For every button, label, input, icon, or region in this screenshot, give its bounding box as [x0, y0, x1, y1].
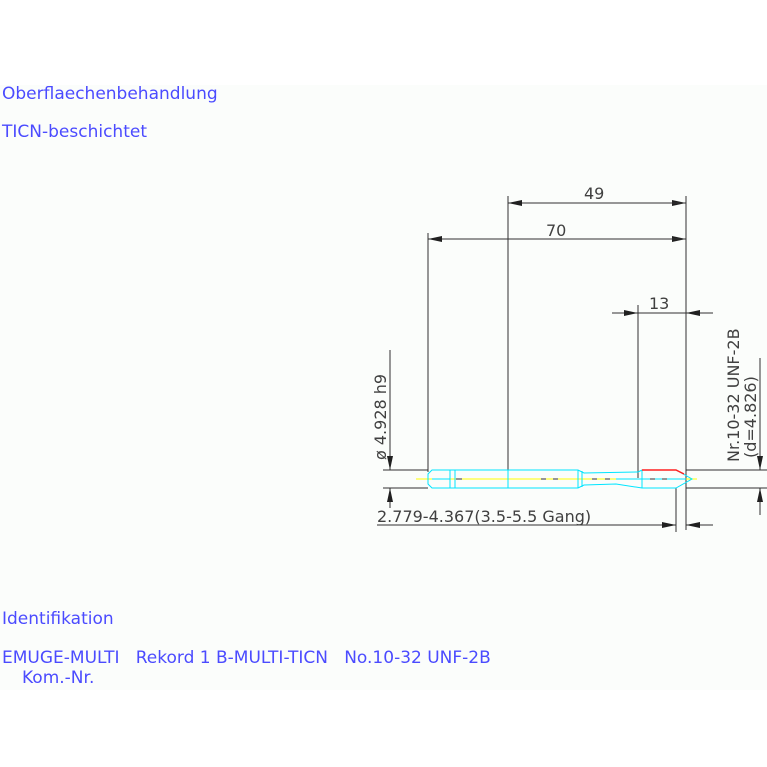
dim-thread-spec: Nr.10-32 UNF-2B (d=4.826) [724, 328, 763, 515]
extension-lines [383, 196, 767, 532]
chamfer-mark [642, 469, 685, 475]
chamfer-spec-label: 2.779-4.367(3.5-5.5 Gang) [377, 507, 591, 526]
tool-outline [427, 469, 694, 489]
id-value: EMUGE-MULTI Rekord 1 B-MULTI-TICN No.10-… [2, 648, 491, 668]
dim-70-label: 70 [546, 221, 566, 240]
tap-tool [416, 469, 697, 489]
dim-shank-diameter: ø 4.928 h9 [371, 350, 393, 508]
surface-heading: Oberflaechenbehandlung [2, 84, 218, 104]
id-heading: Identifikation [2, 609, 114, 629]
surface-value: TICN-beschichtet [1, 122, 147, 142]
dim-thread-length: 49 [508, 184, 686, 206]
kom-label: Kom.-Nr. [22, 668, 94, 688]
dim-chamfer-length: 13 [612, 294, 713, 316]
dim-diameter-label: ø 4.928 h9 [371, 374, 390, 460]
dim-chamfer-spec: 2.779-4.367(3.5-5.5 Gang) [377, 507, 713, 528]
drawing-sheet [0, 85, 767, 690]
dim-total-length: 70 [428, 221, 686, 242]
thread-spec-label: Nr.10-32 UNF-2B [724, 328, 743, 462]
dim-13-label: 13 [649, 294, 669, 313]
dim-49-label: 49 [584, 184, 604, 203]
thread-diameter-label: (d=4.826) [741, 376, 760, 458]
